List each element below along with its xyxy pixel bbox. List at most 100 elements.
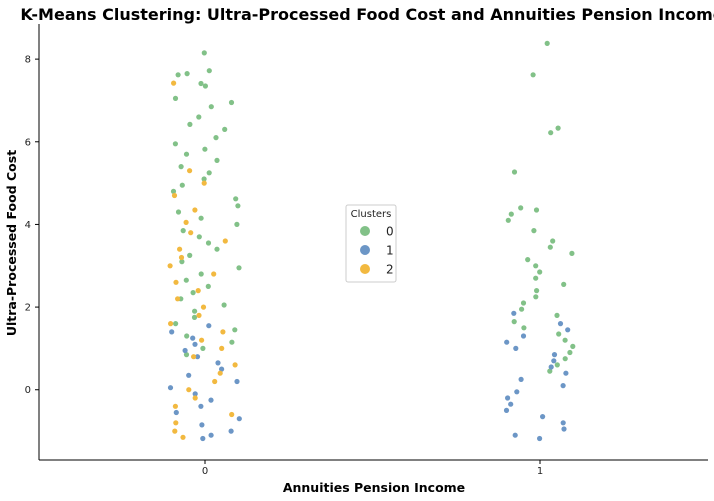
data-point-cluster-2 [201, 180, 207, 186]
data-point-cluster-0 [233, 196, 239, 202]
data-point-cluster-0 [534, 288, 540, 294]
data-point-cluster-1 [518, 376, 524, 382]
data-point-cluster-0 [533, 207, 540, 213]
legend-box [345, 204, 397, 283]
data-point-cluster-1 [192, 341, 198, 347]
data-point-cluster-0 [562, 337, 568, 343]
data-point-cluster-0 [221, 302, 227, 308]
data-point-cluster-0 [170, 188, 177, 194]
legend-entries: 0 1 2 [360, 225, 394, 277]
data-point-cluster-1 [190, 335, 196, 341]
data-point-cluster-0 [190, 290, 196, 296]
data-point-cluster-2 [191, 354, 197, 360]
legend-title: Clusters [351, 209, 392, 220]
data-point-cluster-0 [533, 263, 539, 269]
data-point-cluster-0 [192, 308, 198, 314]
y-axis-ticks: 0 2 4 6 8 [25, 55, 39, 396]
data-point-cluster-1 [169, 329, 175, 335]
data-point-cluster-0 [183, 277, 189, 283]
data-point-cluster-1 [173, 409, 179, 416]
chart-title: K-Means Clustering: Ultra-Processed Food… [20, 5, 714, 24]
data-point-cluster-0 [191, 314, 198, 320]
data-point-cluster-2 [222, 238, 228, 244]
legend: Clusters 0 1 2 [345, 204, 397, 283]
data-point-cluster-0 [505, 217, 511, 223]
data-point-cluster-2 [232, 362, 238, 368]
data-point-cluster-1 [557, 321, 564, 327]
data-point-cluster-0 [180, 228, 186, 234]
data-point-cluster-0 [531, 228, 537, 234]
data-point-cluster-0 [525, 257, 531, 263]
data-point-cluster-1 [208, 432, 214, 438]
data-point-cluster-0 [214, 246, 220, 252]
y-tick-label: 0 [25, 385, 31, 396]
data-point-cluster-0 [521, 325, 527, 331]
legend-label: 1 [386, 244, 394, 258]
data-point-cluster-0 [175, 72, 181, 78]
data-point-cluster-0 [179, 259, 185, 265]
data-point-cluster-0 [511, 169, 518, 175]
data-point-cluster-1 [537, 435, 543, 442]
data-point-cluster-2 [172, 403, 178, 409]
data-point-cluster-0 [183, 352, 190, 358]
data-point-cluster-0 [236, 265, 242, 271]
data-point-cluster-2 [192, 395, 198, 401]
data-point-cluster-2 [173, 420, 179, 426]
x-axis-label: Annuities Pension Income [283, 480, 465, 495]
data-point-cluster-1 [199, 422, 205, 428]
data-point-cluster-1 [548, 364, 554, 370]
data-point-cluster-0 [198, 80, 204, 87]
data-point-cluster-0 [544, 40, 550, 47]
data-point-cluster-1 [505, 395, 511, 401]
data-point-cluster-1 [513, 345, 519, 351]
data-point-cluster-2 [171, 192, 178, 199]
data-point-cluster-0 [570, 343, 576, 349]
data-point-cluster-0 [554, 362, 560, 368]
data-point-cluster-1 [228, 428, 234, 434]
data-point-cluster-1 [511, 310, 517, 316]
data-point-cluster-2 [195, 288, 201, 294]
data-point-cluster-1 [186, 372, 192, 378]
data-point-cluster-0 [556, 331, 562, 337]
data-point-cluster-2 [173, 279, 179, 285]
data-point-cluster-1 [198, 403, 204, 409]
data-point-cluster-0 [206, 68, 212, 74]
y-tick-label: 4 [25, 220, 31, 231]
data-point-cluster-2 [167, 263, 173, 269]
data-point-cluster-0 [508, 211, 514, 217]
data-point-cluster-1 [206, 323, 212, 329]
data-point-cluster-2 [188, 230, 194, 236]
data-point-cluster-2 [168, 321, 174, 327]
data-point-cluster-0 [184, 333, 190, 339]
data-point-cluster-0 [520, 300, 527, 306]
legend-marker [360, 264, 370, 274]
data-point-cluster-1 [504, 339, 510, 345]
plot-area [167, 40, 576, 442]
data-point-cluster-0 [196, 234, 202, 240]
data-point-cluster-1 [508, 401, 514, 407]
data-point-cluster-0 [179, 182, 185, 188]
data-point-cluster-0 [550, 238, 556, 244]
data-point-cluster-1 [192, 391, 198, 397]
data-point-cluster-1 [514, 389, 520, 395]
y-tick-label: 2 [25, 303, 31, 314]
data-point-cluster-0 [187, 121, 193, 127]
data-point-cluster-0 [222, 126, 228, 132]
data-point-cluster-0 [206, 170, 212, 176]
data-point-cluster-1 [560, 420, 566, 426]
data-point-cluster-1 [551, 358, 557, 364]
data-point-cluster-1 [512, 432, 518, 438]
data-point-cluster-1 [561, 426, 567, 432]
x-tick-label: 1 [537, 466, 543, 477]
data-point-cluster-0 [533, 275, 539, 281]
data-point-cluster-0 [214, 157, 220, 163]
data-point-cluster-1 [200, 435, 206, 442]
data-point-cluster-0 [187, 252, 193, 258]
data-point-cluster-2 [175, 296, 181, 302]
data-point-cluster-0 [228, 99, 235, 106]
data-point-cluster-1 [560, 383, 566, 389]
data-point-cluster-0 [569, 250, 575, 256]
data-point-cluster-2 [211, 271, 217, 277]
legend-marker [360, 245, 370, 255]
data-point-cluster-0 [234, 221, 240, 227]
